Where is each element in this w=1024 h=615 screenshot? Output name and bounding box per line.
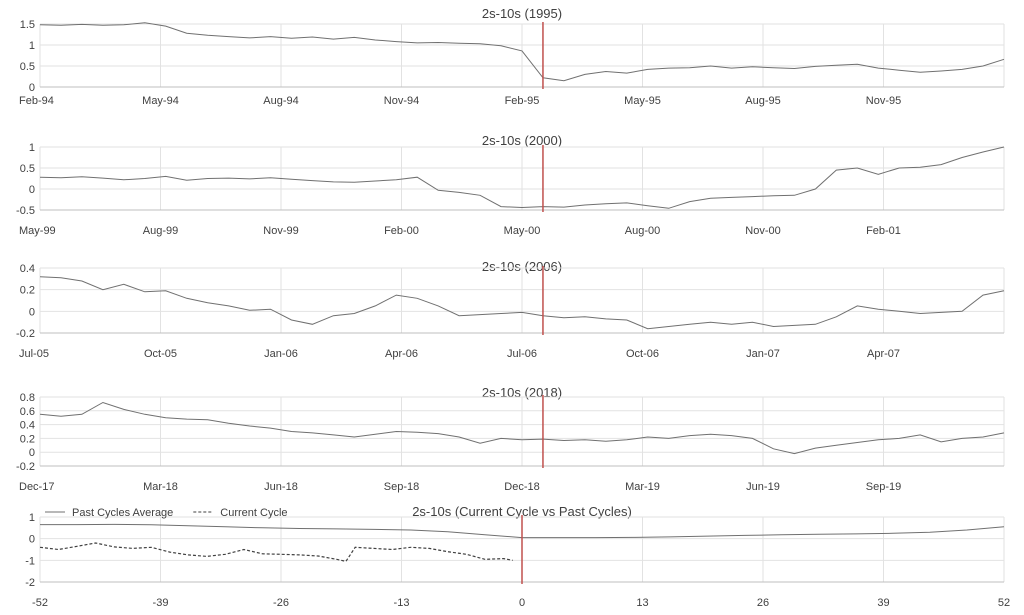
- y-tick-label: 0.4: [20, 263, 35, 275]
- y-tick-label: 0: [29, 82, 35, 94]
- legend: Past Cycles Average Current Cycle: [45, 507, 288, 519]
- y-tick-label: -0.5: [16, 205, 35, 217]
- x-tick-label: Jul-06: [507, 348, 537, 360]
- x-tick-label: Jul-05: [19, 348, 49, 360]
- x-tick-label: Feb-00: [384, 225, 419, 237]
- chart-panel-1: 2s-10s (1995) 0 0.5 1 1.5 Feb-94 May-94 Aug-94 N…: [19, 6, 1005, 107]
- x-tick-label: Jun-18: [264, 481, 298, 493]
- x-tick-label: 39: [877, 597, 889, 609]
- x-tick-label: Mar-19: [625, 481, 660, 493]
- x-tick-label: Feb-01: [866, 225, 901, 237]
- chart-title: 2s-10s (1995): [482, 6, 562, 21]
- x-tick-label: May-95: [624, 95, 661, 107]
- x-tick-label: May-00: [504, 225, 541, 237]
- y-tick-label: -2: [25, 577, 35, 589]
- y-tick-label: -1: [25, 555, 35, 567]
- y-tick-label: 0.2: [20, 285, 35, 297]
- chart-title: 2s-10s (2006): [482, 259, 562, 274]
- x-tick-label: Sep-19: [866, 481, 901, 493]
- chart-title: 2s-10s (Current Cycle vs Past Cycles): [412, 504, 632, 519]
- x-tick-label: Nov-99: [263, 225, 298, 237]
- x-tick-label: Apr-06: [385, 348, 418, 360]
- y-tick-label: 0.4: [20, 420, 35, 432]
- chart-panel-5: 2s-10s (Current Cycle vs Past Cycles) -2 -…: [25, 504, 1010, 609]
- x-tick-label: 52: [998, 597, 1010, 609]
- y-tick-label: 0.2: [20, 433, 35, 445]
- y-tick-label: 0: [29, 184, 35, 196]
- series-line: [39, 276, 1005, 330]
- y-tick-label: 0.5: [20, 61, 35, 73]
- series-line: [39, 22, 1005, 82]
- x-tick-label: -13: [394, 597, 410, 609]
- y-tick-label: 0.5: [20, 163, 35, 175]
- chart-title: 2s-10s (2000): [482, 133, 562, 148]
- chart-panel-4: 2s-10s (2018) -0.2 0 0.20.4 0.6 0.8 Dec-17 Mar-…: [16, 385, 1005, 493]
- x-tick-label: Oct-05: [144, 348, 177, 360]
- y-tick-label: 1: [29, 512, 35, 524]
- x-tick-label: -39: [153, 597, 169, 609]
- chart-title: 2s-10s (2018): [482, 385, 562, 400]
- y-tick-label: 1: [29, 142, 35, 154]
- chart-panel-3: 2s-10s (2006) -0.2 0 0.2 0.4 Jul-05 Oct-05 Jan-…: [16, 259, 1005, 360]
- x-tick-label: -52: [32, 597, 48, 609]
- x-tick-label: Jan-07: [746, 348, 780, 360]
- series-line: [39, 146, 1005, 209]
- x-tick-label: Feb-94: [19, 95, 54, 107]
- y-tick-label: 0.6: [20, 406, 35, 418]
- x-tick-label: Sep-18: [384, 481, 419, 493]
- x-tick-label: 13: [636, 597, 648, 609]
- x-tick-label: Aug-00: [625, 225, 660, 237]
- y-tick-label: -0.2: [16, 328, 35, 340]
- current-cycle-line: [39, 542, 513, 563]
- x-tick-label: Oct-06: [626, 348, 659, 360]
- y-tick-label: 0: [29, 447, 35, 459]
- x-tick-label: Apr-07: [867, 348, 900, 360]
- y-tick-label: 0.8: [20, 392, 35, 404]
- x-tick-label: Aug-94: [263, 95, 298, 107]
- x-tick-label: 0: [519, 597, 525, 609]
- x-tick-label: May-94: [142, 95, 179, 107]
- x-tick-label: Dec-18: [504, 481, 539, 493]
- y-tick-label: 1: [29, 40, 35, 52]
- x-tick-label: Jan-06: [264, 348, 298, 360]
- y-tick-label: 0: [29, 306, 35, 318]
- x-tick-label: Mar-18: [143, 481, 178, 493]
- x-tick-label: Dec-17: [19, 481, 54, 493]
- x-tick-label: Aug-99: [143, 225, 178, 237]
- y-tick-label: 1.5: [20, 19, 35, 31]
- y-tick-label: -0.2: [16, 461, 35, 473]
- x-tick-label: Feb-95: [505, 95, 540, 107]
- chart-panel-2: 2s-10s (2000) -0.5 0 0.5 1 May-99 Aug-99 Nov-99…: [16, 133, 1005, 237]
- legend-label: Current Cycle: [220, 507, 287, 519]
- x-tick-label: Nov-94: [384, 95, 419, 107]
- x-tick-label: Jun-19: [746, 481, 780, 493]
- x-tick-label: Nov-00: [745, 225, 780, 237]
- x-tick-label: Nov-95: [866, 95, 901, 107]
- legend-label: Past Cycles Average: [72, 507, 173, 519]
- x-tick-label: Aug-95: [745, 95, 780, 107]
- x-tick-label: -26: [273, 597, 289, 609]
- y-tick-label: 0: [29, 534, 35, 546]
- series-line: [39, 401, 1005, 455]
- x-tick-label: 26: [757, 597, 769, 609]
- x-tick-label: May-99: [19, 225, 56, 237]
